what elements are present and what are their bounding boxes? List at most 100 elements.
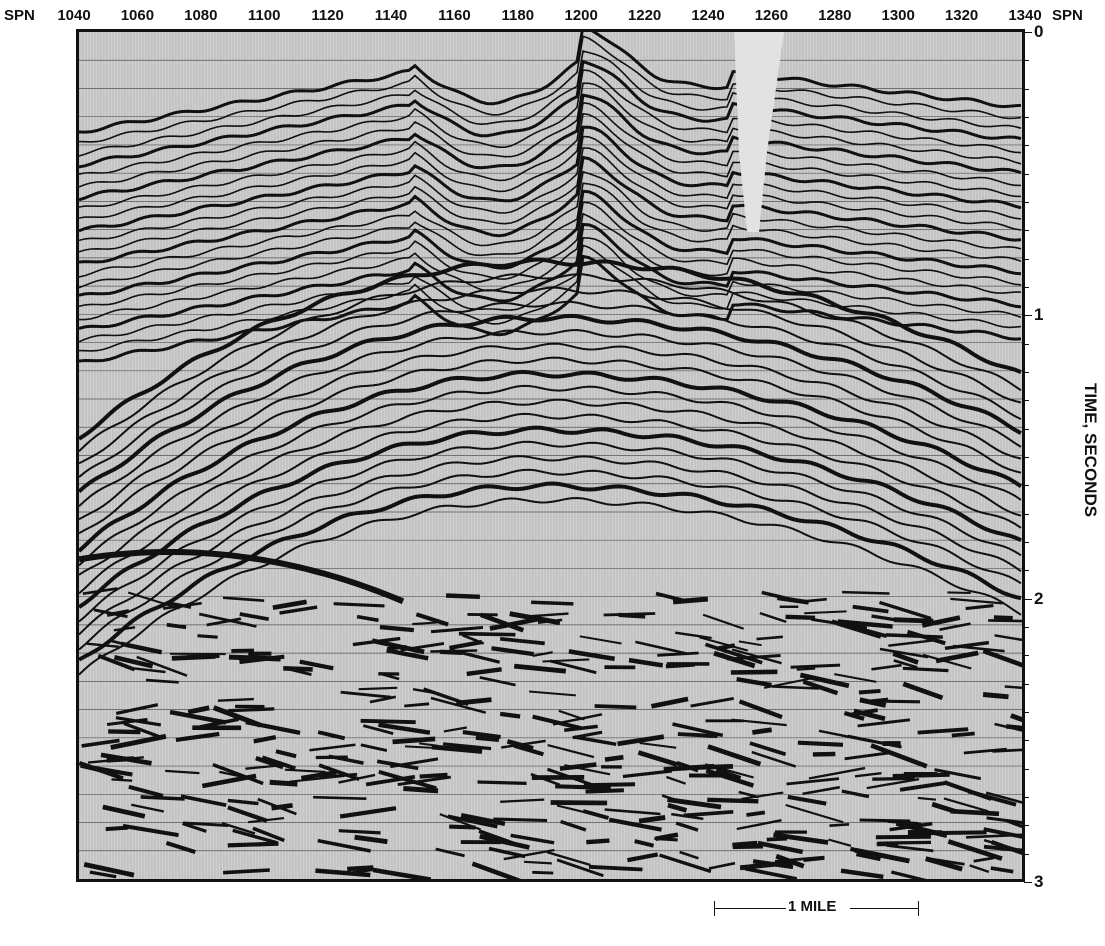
- shotpoint-label: 1280: [818, 7, 852, 24]
- reflector-segment: [81, 738, 120, 748]
- reflector-segment: [362, 724, 394, 735]
- reflector-segment: [380, 672, 400, 681]
- reflector-segment: [699, 636, 749, 652]
- reflector-segment: [677, 732, 718, 739]
- reflector-segment: [804, 610, 847, 615]
- reflector-segment: [965, 604, 994, 611]
- time-minor-tick: [1024, 740, 1029, 742]
- reflector-segment: [309, 743, 356, 752]
- reflector-segment: [358, 686, 398, 691]
- spn-label-right: SPN: [1052, 7, 1083, 24]
- reflector-segment: [435, 847, 465, 858]
- reflector-segment: [106, 756, 135, 763]
- reflector-segment: [929, 857, 965, 866]
- reflector-segment: [471, 861, 522, 879]
- reflector: [79, 412, 1022, 595]
- reflector-segment: [560, 819, 587, 832]
- reflector-segment: [951, 731, 975, 738]
- reflector-segment: [283, 666, 313, 672]
- reflector-segment: [169, 601, 192, 609]
- reflector-segment: [546, 850, 591, 867]
- reflector-segment: [542, 658, 590, 663]
- reflector: [79, 82, 1022, 188]
- reflector-segment: [994, 722, 1022, 732]
- reflector-segment: [796, 667, 816, 671]
- reflector-segment: [785, 803, 844, 824]
- reflector-segment: [944, 640, 990, 651]
- reflector-segment: [672, 596, 709, 605]
- reflector-segment: [922, 653, 972, 670]
- reflector-segment: [443, 726, 467, 733]
- reflector-segment: [182, 821, 229, 827]
- reflector-segment: [523, 860, 552, 865]
- reflector-segment: [899, 780, 949, 792]
- shotpoint-label: 1160: [438, 7, 471, 24]
- reflector-segment: [744, 866, 798, 879]
- shotpoint-label: 1320: [944, 7, 979, 24]
- reflector-segment: [683, 809, 734, 818]
- reflector-segment: [902, 666, 949, 673]
- reflector-segment: [537, 618, 563, 625]
- time-minor-tick: [1024, 485, 1029, 487]
- reflector-segment: [736, 819, 782, 831]
- reflector-segment: [131, 803, 165, 813]
- reflector-segment: [608, 817, 662, 832]
- reflector-segment: [180, 794, 227, 808]
- reflector-segment: [853, 708, 886, 722]
- reflector-segment: [676, 760, 699, 773]
- reflector-segment: [128, 784, 164, 798]
- reflector: [79, 35, 1022, 143]
- reflector-segment: [491, 646, 535, 657]
- reflector-segment: [549, 659, 597, 675]
- reflector-segment: [182, 821, 207, 833]
- time-minor-tick: [1024, 853, 1029, 855]
- reflector-segment: [766, 836, 788, 842]
- reflector-segment: [1004, 685, 1022, 690]
- reflector-segment: [499, 711, 521, 719]
- time-minor-tick: [1024, 88, 1029, 90]
- reflector-segment: [690, 696, 734, 708]
- reflector-segment: [333, 602, 385, 608]
- reflector-segment: [271, 802, 293, 811]
- reflector-segment: [102, 804, 146, 819]
- reflector-segment: [969, 864, 990, 873]
- reflector-segment: [585, 788, 624, 794]
- reflector-segment: [983, 827, 1022, 839]
- reflector-segment: [531, 600, 574, 606]
- reflectors: [79, 32, 1022, 879]
- reflector-segment: [110, 733, 167, 750]
- reflector-segment: [356, 614, 379, 623]
- reflector-segment: [990, 866, 1014, 874]
- reflector-segment: [284, 768, 326, 773]
- reflector-segment: [313, 795, 367, 801]
- reflector-segment: [478, 829, 521, 848]
- reflector-segment: [89, 870, 117, 879]
- reflector-segment: [811, 617, 868, 630]
- reflector-segment: [574, 735, 617, 747]
- reflector: [79, 69, 1022, 175]
- reflector-segment: [252, 826, 285, 843]
- reflector-segment: [166, 622, 187, 630]
- reflector-segment: [289, 774, 345, 783]
- reflector-segment: [854, 772, 882, 778]
- reflector-segment: [127, 591, 180, 610]
- reflector-segment: [803, 857, 825, 862]
- reflector-segment: [843, 710, 865, 721]
- reflector-segment: [739, 859, 793, 871]
- reflector: [79, 398, 1022, 576]
- reflector-segment: [732, 843, 764, 850]
- reflector-segment: [227, 798, 259, 806]
- reflector-segment: [338, 773, 376, 784]
- reflector-segment: [354, 834, 388, 845]
- reflector-segment: [339, 806, 397, 819]
- reflector-segment: [879, 647, 929, 659]
- time-minor-tick: [1024, 230, 1029, 232]
- reflector-segment: [731, 718, 787, 727]
- reflector-segment: [449, 639, 483, 650]
- time-minor-tick: [1024, 457, 1029, 458]
- scale-bar-line-right: [850, 908, 919, 909]
- reflector-segment: [412, 688, 440, 695]
- reflector-segment: [506, 739, 534, 751]
- reflector-segment: [983, 839, 1022, 853]
- reflector-segment: [756, 635, 784, 641]
